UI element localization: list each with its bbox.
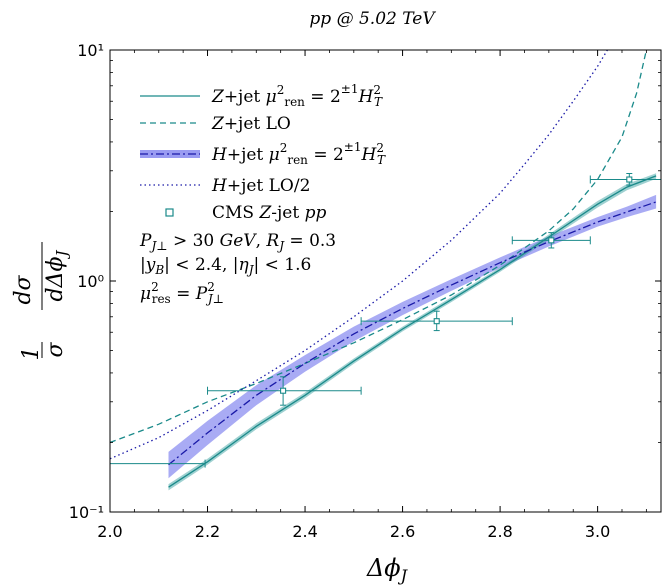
data-point — [360, 310, 513, 332]
data-marker — [280, 387, 287, 394]
legend-item-hjet: H+jet μ2ren = 2±1H2 T — [140, 140, 386, 167]
data-point — [511, 232, 591, 249]
series-line-hjet-lo — [110, 50, 608, 460]
data-marker — [626, 176, 633, 183]
annotation-scale: μ2 res = P2 J⊥ — [140, 280, 224, 306]
y-axis-label: 1 dσ σ dΔϕJ — [11, 242, 71, 361]
legend: Z+jet μ2ren = 2±1H2 T Z+jet LO H+jet μ2re… — [140, 82, 386, 223]
x-tick-label: 2.6 — [390, 522, 415, 541]
annotation-rapidity: |yB| < 2.4, |ηJ| < 1.6 — [140, 255, 311, 277]
x-tick-label: 2.2 — [195, 522, 220, 541]
svg-text:σ: σ — [43, 342, 68, 358]
svg-text:1 dσ: 1 dσ — [11, 274, 44, 360]
x-tick-label: 2.8 — [487, 522, 512, 541]
legend-item-hjet-lo: H+jet LO/2 — [140, 176, 310, 196]
y-axis: 10⁻¹ 10⁰ 10¹ — [69, 41, 661, 522]
x-tick-label: 2.4 — [292, 522, 317, 541]
chart-title: pp @ 5.02 TeV — [309, 9, 436, 29]
plot-content — [110, 50, 657, 491]
y-tick-label: 10¹ — [77, 41, 104, 60]
data-point — [109, 459, 206, 468]
annotation-cuts: PJ⊥ > 30 GeV, RJ = 0.3 — [139, 231, 336, 253]
x-axis: 2.0 2.2 2.4 2.6 2.8 3.0 — [97, 50, 647, 541]
series-line-hjet — [168, 201, 657, 466]
x-tick-label: 2.0 — [97, 522, 122, 541]
legend-item-zjet-lo: Z+jet LO — [140, 114, 291, 134]
legend-item-zjet: Z+jet μ2ren = 2±1H2 T — [140, 82, 383, 109]
data-point — [207, 376, 362, 406]
annotations: PJ⊥ > 30 GeV, RJ = 0.3 |yB| < 2.4, |ηJ| … — [139, 231, 336, 306]
series-line-zjet-lo — [110, 50, 648, 444]
svg-text:CMS Z-jet pp: CMS Z-jet pp — [212, 203, 326, 223]
y-tick-label: 10⁰ — [77, 272, 104, 291]
data-points — [109, 172, 662, 468]
hjet-scale-band — [168, 194, 657, 479]
svg-text:Z+jet LO: Z+jet LO — [211, 114, 291, 134]
x-tick-label: 3.0 — [585, 522, 610, 541]
series-line-zjet — [168, 175, 657, 488]
y-tick-label: 10⁻¹ — [69, 503, 104, 522]
data-marker — [548, 237, 555, 244]
svg-text:dΔϕJ: dΔϕJ — [43, 250, 71, 302]
plot-area — [109, 50, 662, 491]
data-point — [589, 172, 662, 186]
x-axis-label: ΔϕJ — [366, 554, 409, 585]
svg-text:H+jet LO/2: H+jet LO/2 — [211, 176, 310, 196]
legend-item-cms: CMS Z-jet pp — [165, 203, 326, 223]
data-marker — [433, 318, 440, 325]
